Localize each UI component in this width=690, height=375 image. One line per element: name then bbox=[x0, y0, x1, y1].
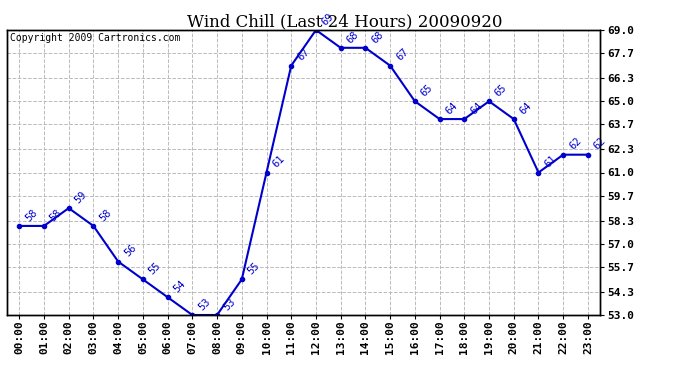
Text: 61: 61 bbox=[270, 154, 286, 170]
Text: 68: 68 bbox=[345, 29, 361, 45]
Text: 64: 64 bbox=[518, 100, 534, 116]
Text: 62: 62 bbox=[567, 136, 583, 152]
Text: 65: 65 bbox=[493, 82, 509, 99]
Text: Copyright 2009 Cartronics.com: Copyright 2009 Cartronics.com bbox=[10, 33, 180, 43]
Text: 58: 58 bbox=[23, 207, 39, 223]
Text: 55: 55 bbox=[147, 261, 163, 277]
Text: 58: 58 bbox=[97, 207, 114, 223]
Text: 69: 69 bbox=[320, 11, 336, 27]
Text: 65: 65 bbox=[419, 82, 435, 99]
Text: 53: 53 bbox=[197, 296, 213, 312]
Text: 64: 64 bbox=[469, 100, 484, 116]
Text: 59: 59 bbox=[73, 189, 89, 206]
Text: 62: 62 bbox=[592, 136, 608, 152]
Text: 64: 64 bbox=[444, 100, 460, 116]
Text: 58: 58 bbox=[48, 207, 64, 223]
Text: Wind Chill (Last 24 Hours) 20090920: Wind Chill (Last 24 Hours) 20090920 bbox=[187, 13, 503, 30]
Text: 61: 61 bbox=[542, 154, 559, 170]
Text: 55: 55 bbox=[246, 261, 262, 277]
Text: 56: 56 bbox=[122, 243, 138, 259]
Text: 54: 54 bbox=[172, 279, 188, 294]
Text: 67: 67 bbox=[295, 47, 311, 63]
Text: 53: 53 bbox=[221, 296, 237, 312]
Text: 68: 68 bbox=[370, 29, 386, 45]
Text: 67: 67 bbox=[394, 47, 411, 63]
